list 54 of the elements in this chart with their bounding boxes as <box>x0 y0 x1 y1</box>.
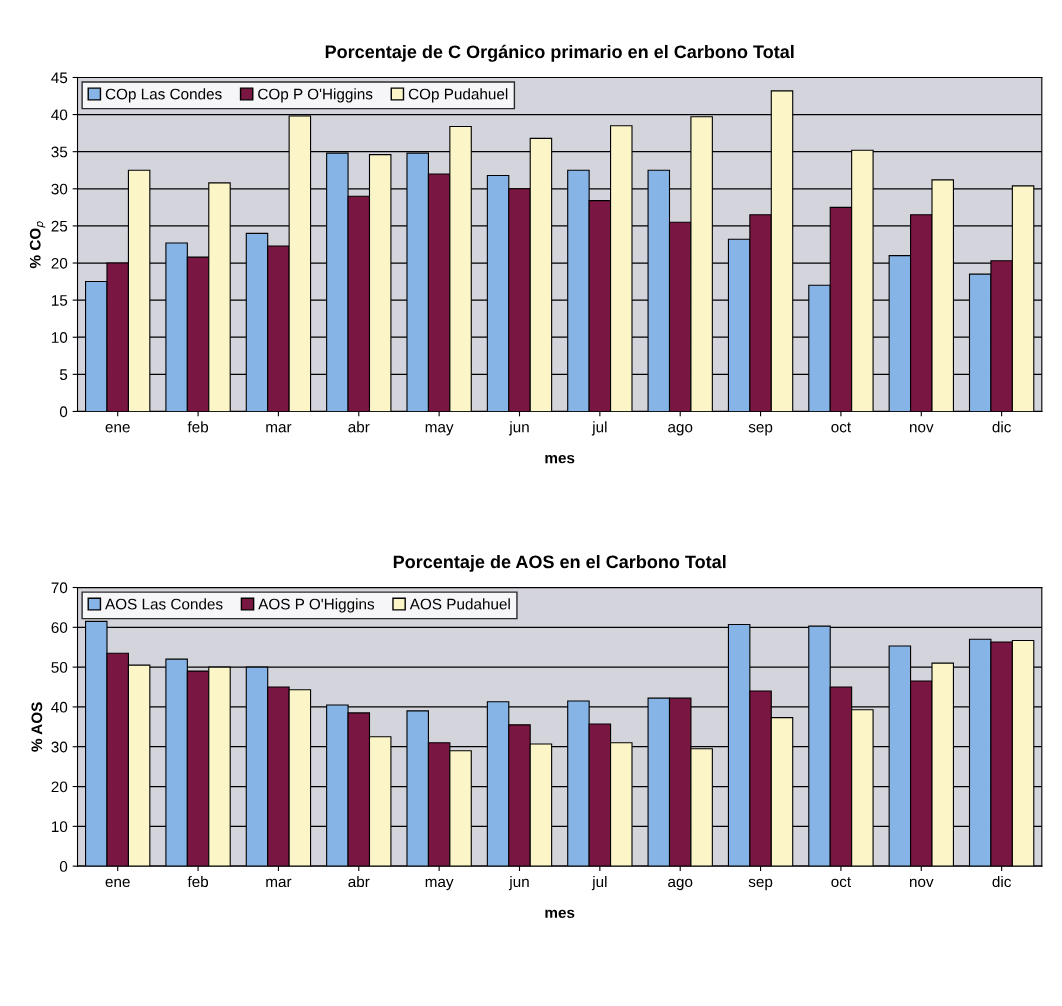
y-tick-label: 50 <box>51 661 68 673</box>
x-tick-label: jun <box>508 875 529 891</box>
y-tick-label: 35 <box>51 146 68 158</box>
legend-label: COp Las Condes <box>105 88 222 103</box>
x-tick-label: sep <box>748 878 773 891</box>
y-tick-label: 30 <box>51 183 68 195</box>
x-tick-label: feb <box>187 875 209 888</box>
legend-label: AOS Pudahuel <box>409 598 510 610</box>
legend-label: AOS P O'Higgins <box>258 598 375 613</box>
y-tick-label: 45 <box>51 72 68 84</box>
legend-label: COp Pudahuel <box>408 88 508 103</box>
x-tick-label: nov <box>909 878 934 888</box>
x-tick-label: abr <box>348 421 370 433</box>
x-tick-label: jun <box>508 421 529 436</box>
y-tick-label: 0 <box>59 861 68 872</box>
y-tick-label: 60 <box>51 622 68 633</box>
y-tick-label: 15 <box>51 295 68 306</box>
legend-label: AOS Las Condes <box>105 598 223 610</box>
y-axis-title: % CO$_{p}$ <box>29 221 46 269</box>
y-tick-label: 70 <box>51 582 68 594</box>
x-tick-label: ago <box>668 424 693 436</box>
x-tick-label: may <box>425 878 454 891</box>
y-tick-label: 40 <box>51 701 68 713</box>
x-tick-label: ene <box>105 878 130 888</box>
x-axis-title: mes <box>545 454 575 464</box>
y-tick-label: 10 <box>51 821 68 833</box>
x-tick-label: dic <box>992 875 1011 888</box>
y-tick-label: 10 <box>51 332 68 343</box>
x-tick-label: jul <box>591 875 607 891</box>
x-tick-label: ago <box>668 878 693 891</box>
chart-title: Porcentaje de AOS en el Carbono Total <box>393 554 726 572</box>
y-axis-title: % AOS <box>31 702 43 752</box>
x-tick-label: oct <box>831 877 852 888</box>
x-tick-label: oct <box>831 422 852 433</box>
x-tick-label: abr <box>348 875 370 888</box>
x-tick-label: sep <box>748 424 773 436</box>
x-tick-label: jul <box>591 421 607 436</box>
legend-label: COp P O'Higgins <box>258 88 373 103</box>
x-tick-label: feb <box>187 421 209 433</box>
y-tick-label: 30 <box>51 741 68 753</box>
chart-title: Porcentaje de C Orgánico primario en el Carbono Total <box>325 44 794 62</box>
x-tick-label: mar <box>266 424 292 433</box>
x-tick-label: mar <box>266 878 292 888</box>
x-tick-label: nov <box>909 424 934 433</box>
y-tick-label: 40 <box>51 109 68 121</box>
x-tick-label: ene <box>105 424 130 433</box>
y-tick-label: 20 <box>51 781 68 793</box>
y-tick-label: 25 <box>51 220 68 232</box>
y-tick-label: 0 <box>59 406 68 418</box>
x-tick-label: may <box>425 424 454 436</box>
y-tick-label: 20 <box>51 257 68 269</box>
y-tick-label: 5 <box>59 369 68 381</box>
x-axis-title: mes <box>545 909 575 919</box>
x-tick-label: dic <box>992 421 1011 433</box>
